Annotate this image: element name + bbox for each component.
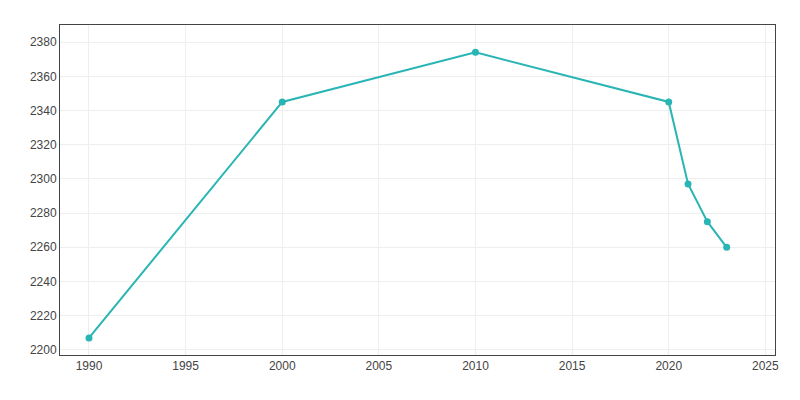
svg-text:2280: 2280 [30, 206, 57, 220]
svg-text:2320: 2320 [30, 138, 57, 152]
svg-text:2380: 2380 [30, 35, 57, 49]
svg-text:2220: 2220 [30, 309, 57, 323]
svg-text:1995: 1995 [172, 359, 199, 373]
svg-text:2300: 2300 [30, 172, 57, 186]
svg-text:2005: 2005 [365, 359, 392, 373]
svg-text:1990: 1990 [76, 359, 103, 373]
svg-text:2000: 2000 [269, 359, 296, 373]
svg-text:2360: 2360 [30, 70, 57, 84]
svg-text:2020: 2020 [655, 359, 682, 373]
svg-text:2015: 2015 [559, 359, 586, 373]
svg-text:2010: 2010 [462, 359, 489, 373]
svg-text:2340: 2340 [30, 104, 57, 118]
svg-text:2260: 2260 [30, 240, 57, 254]
svg-text:2200: 2200 [30, 343, 57, 357]
svg-text:2240: 2240 [30, 275, 57, 289]
svg-text:2025: 2025 [752, 359, 779, 373]
